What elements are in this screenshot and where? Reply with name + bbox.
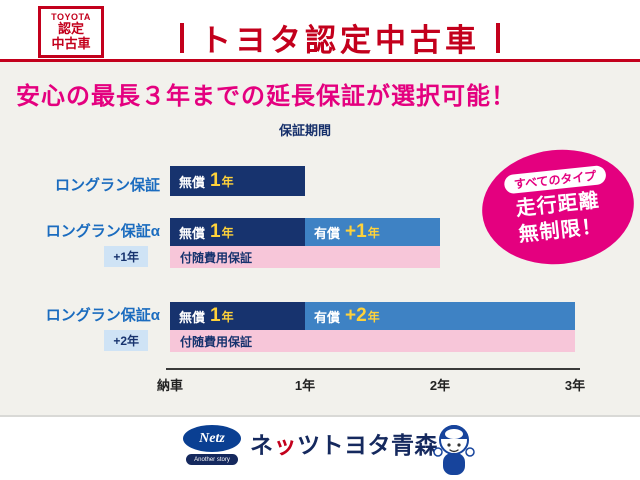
plus-two-year-badge: +2年 xyxy=(104,330,148,351)
dealer-name-post: ツトヨタ青森 xyxy=(297,432,438,458)
netz-mascot-icon xyxy=(428,419,480,480)
segment-name: 無償 xyxy=(179,225,206,241)
footer: Netz Another story ネッツトヨタ青森 xyxy=(0,415,640,480)
row-label-text: ロングラン保証α xyxy=(45,307,160,324)
x-tick-delivery: 納車 xyxy=(156,378,183,393)
segment-value: +1 xyxy=(345,221,367,242)
netz-logo: Netz xyxy=(183,425,241,452)
segment-unit: 年 xyxy=(221,174,234,189)
segment-value: +2 xyxy=(345,305,367,326)
plus-one-year-badge: +1年 xyxy=(104,246,148,267)
segment-value: 1 xyxy=(210,221,221,242)
segment-name: 有償 xyxy=(314,225,341,241)
segment-value: 1 xyxy=(210,305,221,326)
band-row2-incidental: 付随費用保証 xyxy=(170,246,440,268)
row-label-longrun-alpha2: ロングラン保証α +2年 xyxy=(0,304,160,351)
segment-unit: 年 xyxy=(367,309,380,324)
logo-usedcar-text: 中古車 xyxy=(51,36,91,52)
segment-name: 無償 xyxy=(179,309,206,325)
dealer-name-pre: ネ xyxy=(250,432,274,458)
x-tick-year2: 2年 xyxy=(429,378,451,393)
dealer-name-accent: ッ xyxy=(273,432,297,458)
page-title: トヨタ認定中古車 xyxy=(200,23,480,58)
dealer-name: ネッツトヨタ青森 xyxy=(250,426,438,460)
header-title-row: トヨタ認定中古車 xyxy=(110,15,570,60)
promo-heading: 安心の最長３年までの延長保証が選択可能！ xyxy=(16,83,516,110)
x-tick-year3: 3年 xyxy=(564,378,586,393)
row-label-longrun-alpha1: ロングラン保証α +1年 xyxy=(0,220,160,267)
row-label-longrun: ロングラン保証 xyxy=(54,177,160,194)
toyota-certified-logo: TOYOTA 認定 中古車 xyxy=(38,6,104,58)
header-divider xyxy=(0,59,640,62)
netz-another-story-label: Another story xyxy=(186,454,238,465)
x-tick-year1: 1年 xyxy=(294,378,316,393)
logo-certified-text: 認定 xyxy=(57,21,84,37)
bar-row2-free: 無償 1 年 xyxy=(170,218,305,246)
chart-title: 保証期間 xyxy=(278,123,331,138)
segment-value: 1 xyxy=(210,170,221,191)
bar-row1-free: 無償 1 年 xyxy=(170,166,305,196)
bar-row2-paid: 有償 +1 年 xyxy=(305,218,440,246)
bar-row3-free: 無償 1 年 xyxy=(170,302,305,330)
title-right-bar xyxy=(496,22,500,53)
segment-unit: 年 xyxy=(367,225,380,240)
header: TOYOTA 認定 中古車 トヨタ認定中古車 xyxy=(0,0,640,62)
warranty-chart-area: 安心の最長３年までの延長保証が選択可能！ 保証期間 ロングラン保証 無償 1 年… xyxy=(0,62,640,415)
title-left-bar xyxy=(180,22,184,53)
segment-name: 有償 xyxy=(314,309,341,325)
bar-row3-paid: 有償 +2 年 xyxy=(305,302,575,330)
x-axis-line xyxy=(166,368,580,370)
segment-unit: 年 xyxy=(221,309,234,324)
segment-name: 無償 xyxy=(179,174,206,190)
segment-unit: 年 xyxy=(221,225,234,240)
band-row3-incidental: 付随費用保証 xyxy=(170,330,575,352)
unlimited-mileage-badge: すべてのタイプ 走行距離 無制限！ xyxy=(476,142,640,272)
row-label-text: ロングラン保証α xyxy=(45,223,160,240)
logo-toyota-text: TOYOTA xyxy=(51,11,91,22)
